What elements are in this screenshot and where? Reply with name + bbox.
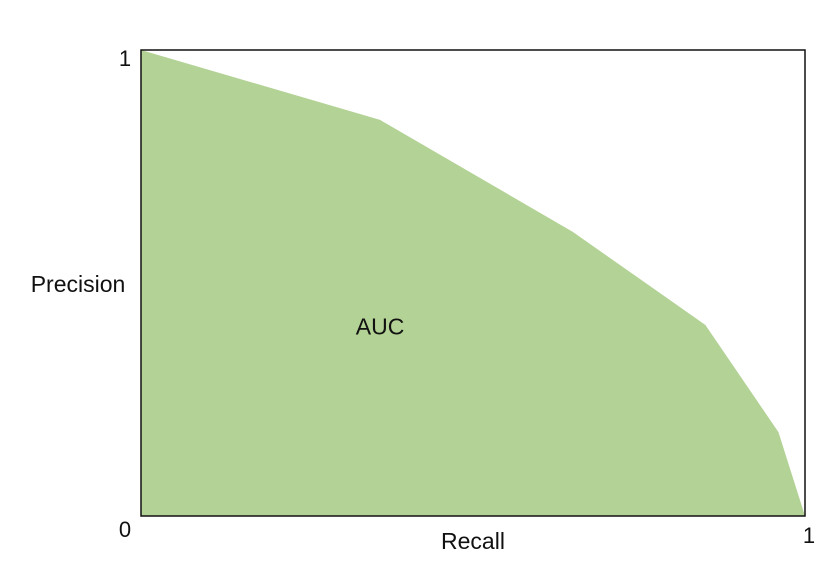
- auc-area: [141, 50, 805, 516]
- x-axis-label: Recall: [441, 528, 505, 554]
- y-tick-label-max: 1: [119, 46, 131, 71]
- y-tick-label-min: 0: [119, 517, 131, 542]
- auc-label: AUC: [356, 313, 405, 339]
- plot-area: [140, 49, 806, 517]
- y-axis-label: Precision: [31, 271, 126, 297]
- plot-frame: [140, 49, 806, 517]
- x-tick-label-max: 1: [803, 523, 815, 548]
